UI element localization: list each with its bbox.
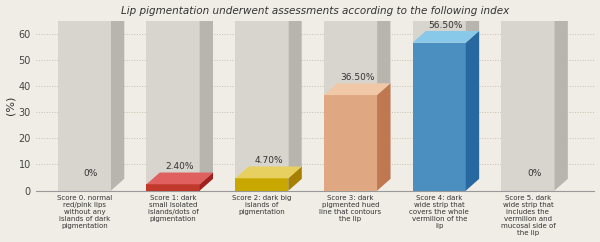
- Polygon shape: [324, 83, 391, 95]
- Polygon shape: [501, 9, 568, 21]
- Polygon shape: [111, 9, 124, 191]
- Polygon shape: [413, 21, 466, 191]
- Text: 0%: 0%: [527, 168, 542, 177]
- Polygon shape: [413, 9, 479, 21]
- Polygon shape: [289, 9, 302, 191]
- Polygon shape: [146, 9, 213, 21]
- Polygon shape: [146, 173, 213, 184]
- Polygon shape: [501, 21, 554, 191]
- Polygon shape: [466, 31, 479, 191]
- Polygon shape: [235, 9, 302, 21]
- Y-axis label: (%): (%): [5, 96, 16, 115]
- Polygon shape: [235, 166, 302, 178]
- Polygon shape: [58, 21, 111, 191]
- Polygon shape: [466, 9, 479, 191]
- Polygon shape: [324, 9, 391, 21]
- Text: 0%: 0%: [84, 168, 98, 177]
- Text: 36.50%: 36.50%: [340, 73, 374, 82]
- Polygon shape: [413, 31, 479, 43]
- Polygon shape: [289, 166, 302, 191]
- Polygon shape: [235, 21, 289, 191]
- Polygon shape: [377, 9, 391, 191]
- Polygon shape: [146, 21, 200, 191]
- Polygon shape: [413, 43, 466, 191]
- Polygon shape: [146, 184, 200, 191]
- Polygon shape: [200, 9, 213, 191]
- Polygon shape: [200, 173, 213, 191]
- Text: 4.70%: 4.70%: [254, 156, 283, 165]
- Text: 2.40%: 2.40%: [166, 162, 194, 171]
- Polygon shape: [324, 21, 377, 191]
- Polygon shape: [58, 9, 124, 21]
- Polygon shape: [554, 9, 568, 191]
- Text: 56.50%: 56.50%: [428, 21, 463, 30]
- Polygon shape: [324, 95, 377, 191]
- Title: Lip pigmentation underwent assessments according to the following index: Lip pigmentation underwent assessments a…: [121, 6, 509, 15]
- Polygon shape: [377, 83, 391, 191]
- Polygon shape: [235, 178, 289, 191]
